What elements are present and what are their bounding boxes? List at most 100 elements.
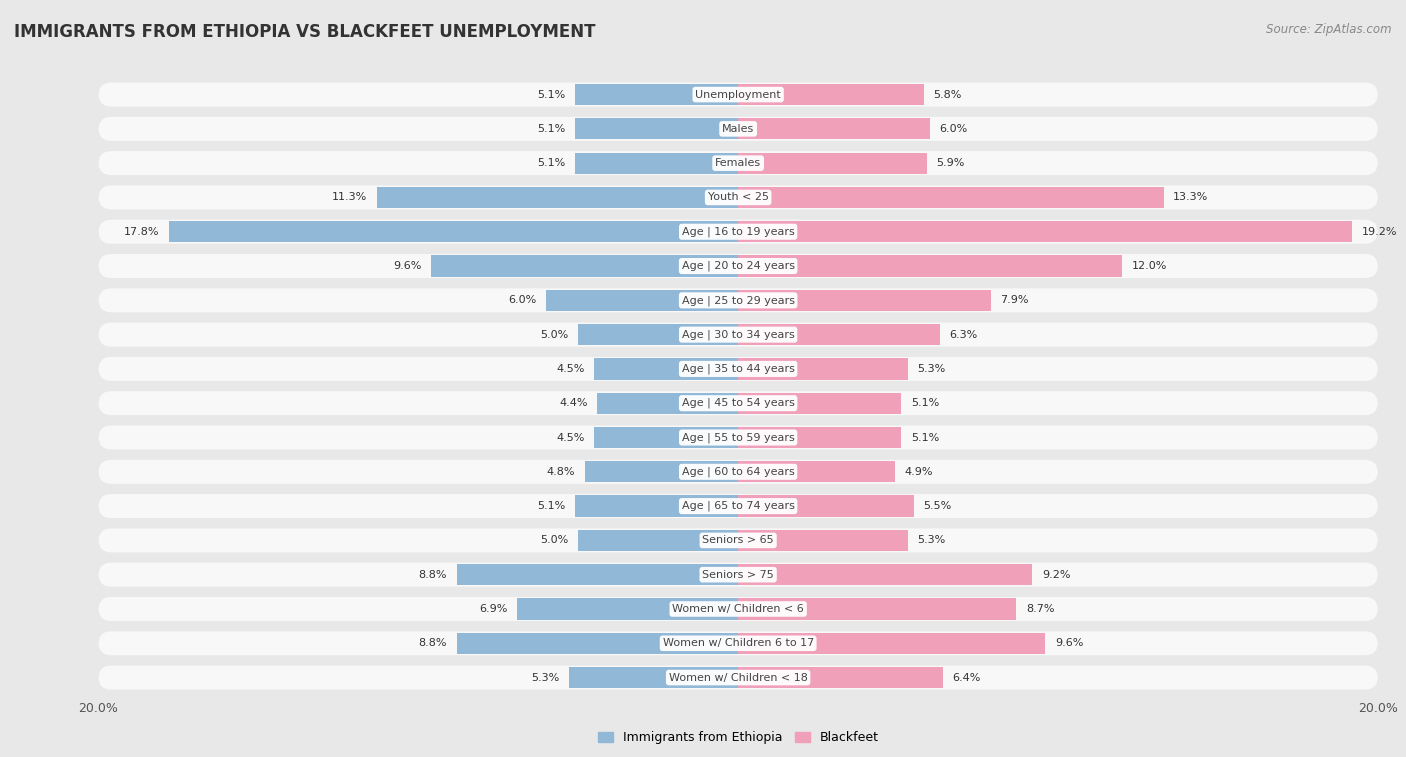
Text: 8.7%: 8.7%: [1026, 604, 1054, 614]
Text: 5.1%: 5.1%: [911, 432, 939, 443]
Text: Age | 65 to 74 years: Age | 65 to 74 years: [682, 501, 794, 511]
Bar: [457, 633, 738, 654]
Text: 5.9%: 5.9%: [936, 158, 965, 168]
Text: 5.3%: 5.3%: [917, 364, 945, 374]
Bar: [738, 290, 991, 311]
Text: 5.1%: 5.1%: [911, 398, 939, 408]
FancyBboxPatch shape: [98, 83, 1378, 107]
Bar: [432, 255, 738, 276]
FancyBboxPatch shape: [98, 597, 1378, 621]
Text: 5.8%: 5.8%: [934, 89, 962, 100]
Text: 9.2%: 9.2%: [1042, 570, 1070, 580]
Text: Age | 60 to 64 years: Age | 60 to 64 years: [682, 466, 794, 477]
Text: 5.0%: 5.0%: [540, 329, 568, 340]
Text: 6.0%: 6.0%: [509, 295, 537, 305]
Bar: [738, 393, 901, 414]
Text: 5.1%: 5.1%: [537, 89, 565, 100]
Text: Age | 55 to 59 years: Age | 55 to 59 years: [682, 432, 794, 443]
Bar: [738, 221, 1353, 242]
Text: Age | 20 to 24 years: Age | 20 to 24 years: [682, 261, 794, 271]
Text: 4.9%: 4.9%: [904, 467, 934, 477]
FancyBboxPatch shape: [98, 391, 1378, 416]
FancyBboxPatch shape: [98, 117, 1378, 141]
Bar: [457, 564, 738, 585]
Bar: [598, 393, 738, 414]
Text: 5.1%: 5.1%: [537, 124, 565, 134]
Bar: [585, 461, 738, 482]
Bar: [578, 530, 738, 551]
FancyBboxPatch shape: [98, 528, 1378, 553]
Bar: [738, 530, 908, 551]
Text: 9.6%: 9.6%: [394, 261, 422, 271]
FancyBboxPatch shape: [98, 185, 1378, 210]
Bar: [738, 118, 931, 139]
Text: 6.4%: 6.4%: [952, 672, 981, 683]
Legend: Immigrants from Ethiopia, Blackfeet: Immigrants from Ethiopia, Blackfeet: [593, 726, 883, 749]
Text: 12.0%: 12.0%: [1132, 261, 1167, 271]
Bar: [169, 221, 738, 242]
FancyBboxPatch shape: [98, 151, 1378, 175]
Text: 13.3%: 13.3%: [1173, 192, 1208, 202]
Text: Age | 45 to 54 years: Age | 45 to 54 years: [682, 398, 794, 409]
Text: Females: Females: [716, 158, 761, 168]
Text: Women w/ Children < 18: Women w/ Children < 18: [669, 672, 807, 683]
Bar: [738, 564, 1032, 585]
FancyBboxPatch shape: [98, 631, 1378, 656]
Bar: [568, 667, 738, 688]
Bar: [738, 324, 939, 345]
Text: 7.9%: 7.9%: [1001, 295, 1029, 305]
Text: Age | 25 to 29 years: Age | 25 to 29 years: [682, 295, 794, 306]
Text: 9.6%: 9.6%: [1054, 638, 1083, 648]
Text: Age | 30 to 34 years: Age | 30 to 34 years: [682, 329, 794, 340]
Text: Seniors > 75: Seniors > 75: [702, 570, 775, 580]
Bar: [738, 427, 901, 448]
Text: 5.3%: 5.3%: [531, 672, 560, 683]
Text: 4.8%: 4.8%: [547, 467, 575, 477]
Text: 6.3%: 6.3%: [949, 329, 977, 340]
Text: Source: ZipAtlas.com: Source: ZipAtlas.com: [1267, 23, 1392, 36]
Text: 17.8%: 17.8%: [124, 227, 159, 237]
Bar: [595, 427, 738, 448]
FancyBboxPatch shape: [98, 254, 1378, 278]
Bar: [738, 598, 1017, 620]
Bar: [575, 84, 738, 105]
Bar: [546, 290, 738, 311]
Bar: [578, 324, 738, 345]
FancyBboxPatch shape: [98, 494, 1378, 518]
Bar: [738, 84, 924, 105]
Text: 5.3%: 5.3%: [917, 535, 945, 545]
Text: 4.4%: 4.4%: [560, 398, 588, 408]
Text: 5.0%: 5.0%: [540, 535, 568, 545]
Bar: [738, 358, 908, 379]
Bar: [738, 461, 894, 482]
Text: Unemployment: Unemployment: [696, 89, 780, 100]
Text: Women w/ Children 6 to 17: Women w/ Children 6 to 17: [662, 638, 814, 648]
FancyBboxPatch shape: [98, 357, 1378, 381]
Bar: [575, 118, 738, 139]
Text: 4.5%: 4.5%: [557, 432, 585, 443]
Text: Age | 16 to 19 years: Age | 16 to 19 years: [682, 226, 794, 237]
Text: Women w/ Children < 6: Women w/ Children < 6: [672, 604, 804, 614]
FancyBboxPatch shape: [98, 322, 1378, 347]
Bar: [738, 255, 1122, 276]
FancyBboxPatch shape: [98, 459, 1378, 484]
Bar: [517, 598, 738, 620]
Text: 6.0%: 6.0%: [939, 124, 967, 134]
Text: Age | 35 to 44 years: Age | 35 to 44 years: [682, 363, 794, 374]
Bar: [738, 496, 914, 517]
FancyBboxPatch shape: [98, 220, 1378, 244]
Text: Seniors > 65: Seniors > 65: [703, 535, 773, 545]
Bar: [738, 667, 943, 688]
Bar: [377, 187, 738, 208]
Text: IMMIGRANTS FROM ETHIOPIA VS BLACKFEET UNEMPLOYMENT: IMMIGRANTS FROM ETHIOPIA VS BLACKFEET UN…: [14, 23, 596, 41]
Text: 8.8%: 8.8%: [419, 570, 447, 580]
Bar: [595, 358, 738, 379]
Text: 5.1%: 5.1%: [537, 501, 565, 511]
FancyBboxPatch shape: [98, 288, 1378, 313]
Text: Youth < 25: Youth < 25: [707, 192, 769, 202]
Bar: [738, 187, 1164, 208]
Text: 4.5%: 4.5%: [557, 364, 585, 374]
Text: 8.8%: 8.8%: [419, 638, 447, 648]
Text: 19.2%: 19.2%: [1362, 227, 1398, 237]
Bar: [575, 152, 738, 174]
